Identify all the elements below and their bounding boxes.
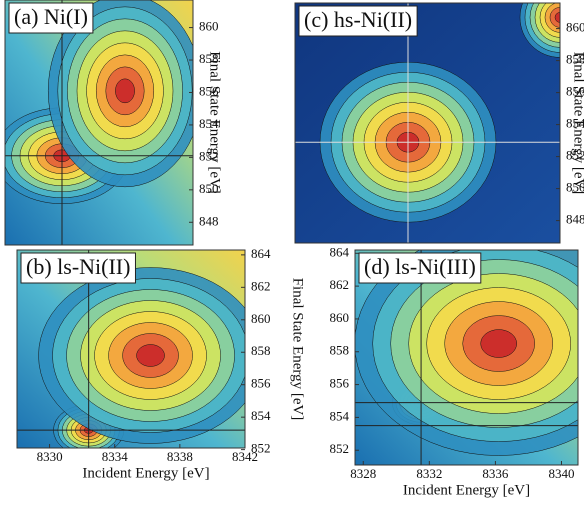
panel-label-box [358,252,482,284]
panel-label: (b) ls-Ni(II) [26,254,130,279]
panel-label: (d) ls-Ni(III) [364,254,476,279]
x-tick-label: 8340 [548,466,574,481]
x-tick-label: 8338 [167,449,193,464]
plot-area [295,3,560,243]
x-axis-label: Incident Energy [eV] [82,465,209,481]
y-tick-label: 854 [566,116,584,131]
y-axis-label: Final State Energy [eV] [571,52,584,195]
y-axis-label: Final State Energy [eV] [290,278,306,421]
y-tick-label: 848 [566,212,584,227]
y-tick-label: 850 [199,181,219,196]
y-tick-label: 856 [566,84,584,99]
panel: 848 850 852 854 856 858 860 Final State Energy … [4,0,223,246]
y-tick-label: 860 [199,19,219,34]
y-tick-label: 858 [330,343,350,358]
panel-label-box [8,2,94,34]
y-tick-label: 858 [566,52,584,67]
frame [354,249,579,466]
panel-label-box [298,5,418,37]
y-tick-label: 860 [566,20,584,35]
y-tick-label: 862 [251,278,271,293]
panel: 852 854 856 858 860 862 864 8328 8332 8336 8340 Inc… [330,244,579,498]
y-tick-label: 856 [199,83,219,98]
y-tick-label: 854 [199,116,219,131]
y-tick-label: 852 [330,441,350,456]
plot-area [17,250,245,448]
y-tick-label: 862 [330,277,350,292]
x-tick-label: 8334 [102,449,129,464]
panel-label: (a) Ni(I) [14,4,88,29]
panel-label-box [20,252,136,284]
panel: 852 854 856 858 860 862 864 8330 8334 8338 8342 Fin… [16,246,306,481]
y-tick-label: 858 [251,343,271,358]
contour-level [480,329,517,358]
panel: 848 850 852 854 856 858 860 Final State Energy … [294,2,584,244]
frame [16,249,246,449]
y-tick-label: 856 [251,376,271,391]
plot-area [355,250,578,465]
x-tick-label: 8342 [232,449,258,464]
x-tick-label: 8328 [350,466,376,481]
y-tick-label: 864 [330,244,350,259]
y-tick-label: 854 [330,408,350,423]
y-tick-label: 850 [566,180,584,195]
y-tick-label: 848 [199,213,219,228]
x-axis-label: Incident Energy [eV] [403,482,530,498]
panel-label: (c) hs-Ni(II) [304,7,412,32]
x-tick-label: 8330 [37,449,63,464]
y-tick-label: 864 [251,246,271,261]
x-tick-label: 8332 [416,466,442,481]
y-tick-label: 860 [330,310,350,325]
frame [4,0,194,246]
y-tick-label: 852 [251,441,271,456]
y-tick-label: 852 [566,148,584,163]
contour-level [115,78,135,104]
y-tick-label: 858 [199,51,219,66]
contour-level [554,12,560,23]
y-tick-label: 854 [251,408,271,423]
y-tick-label: 860 [251,311,271,326]
y-axis-label: Final State Energy [eV] [207,51,223,194]
y-tick-label: 856 [330,376,350,391]
contour-level [136,344,165,367]
frame [294,2,561,244]
x-tick-label: 8336 [482,466,509,481]
y-tick-label: 852 [199,148,219,163]
plot-area [5,0,193,245]
